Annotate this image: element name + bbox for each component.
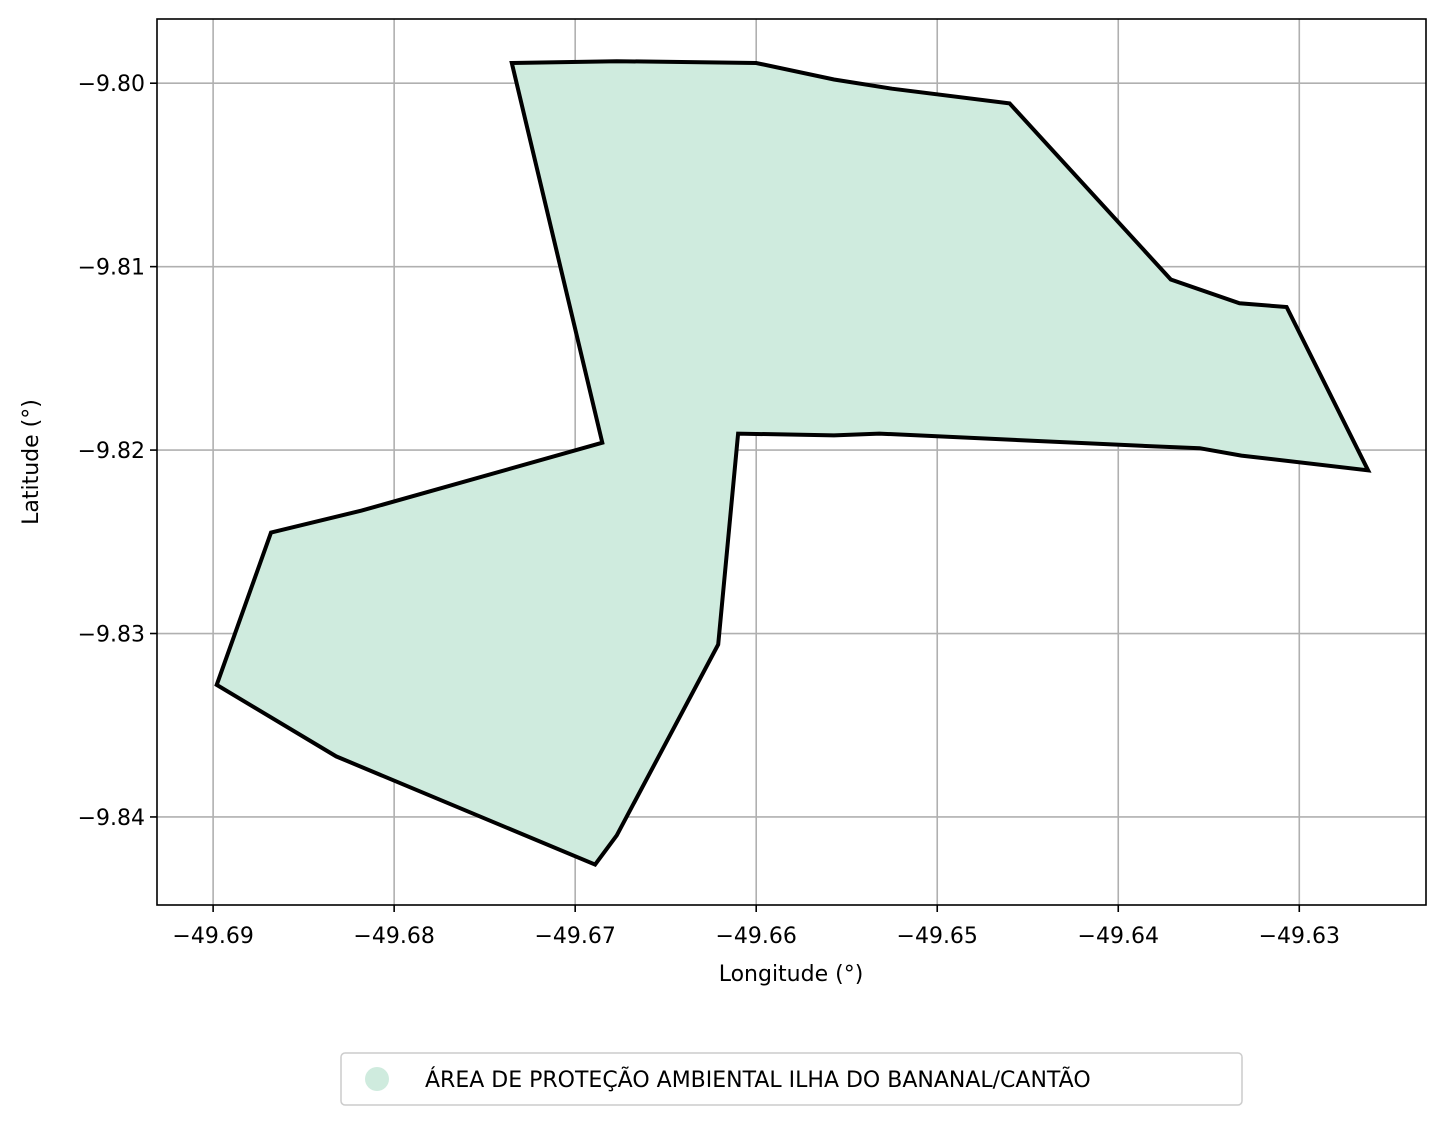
y-tick-label: −9.82 xyxy=(78,439,145,464)
x-axis-ticks: −49.69 −49.68 −49.67 −49.66 −49.65 −49.64 −49.… xyxy=(172,905,1340,949)
legend-box xyxy=(340,1052,1243,1106)
x-tick-label: −49.64 xyxy=(1078,924,1159,949)
x-tick-label: −49.67 xyxy=(534,924,615,949)
x-tick-label: −49.65 xyxy=(897,924,978,949)
x-axis-label: Longitude (°) xyxy=(719,962,864,987)
x-tick-label: −49.68 xyxy=(353,924,434,949)
y-tick-label: −9.84 xyxy=(78,806,145,831)
legend: ÁREA DE PROTEÇÃO AMBIENTAL ILHA DO BANAN… xyxy=(340,1052,1243,1106)
y-tick-label: −9.81 xyxy=(78,256,145,281)
x-tick-label: −49.69 xyxy=(172,924,253,949)
x-tick-label: −49.66 xyxy=(715,924,796,949)
y-tick-label: −9.83 xyxy=(78,623,145,648)
legend-swatch xyxy=(365,1067,389,1091)
plot-frame xyxy=(156,18,1427,906)
legend-label: ÁREA DE PROTEÇÃO AMBIENTAL ILHA DO BANAN… xyxy=(425,1066,1091,1093)
y-axis-label: Latitude (°) xyxy=(19,399,44,525)
y-axis-ticks: −9.80 −9.81 −9.82 −9.83 −9.84 xyxy=(78,72,157,831)
y-tick-label: −9.80 xyxy=(78,72,145,97)
protected-area-polygon[interactable] xyxy=(214,59,1372,868)
x-tick-label: −49.63 xyxy=(1259,924,1340,949)
